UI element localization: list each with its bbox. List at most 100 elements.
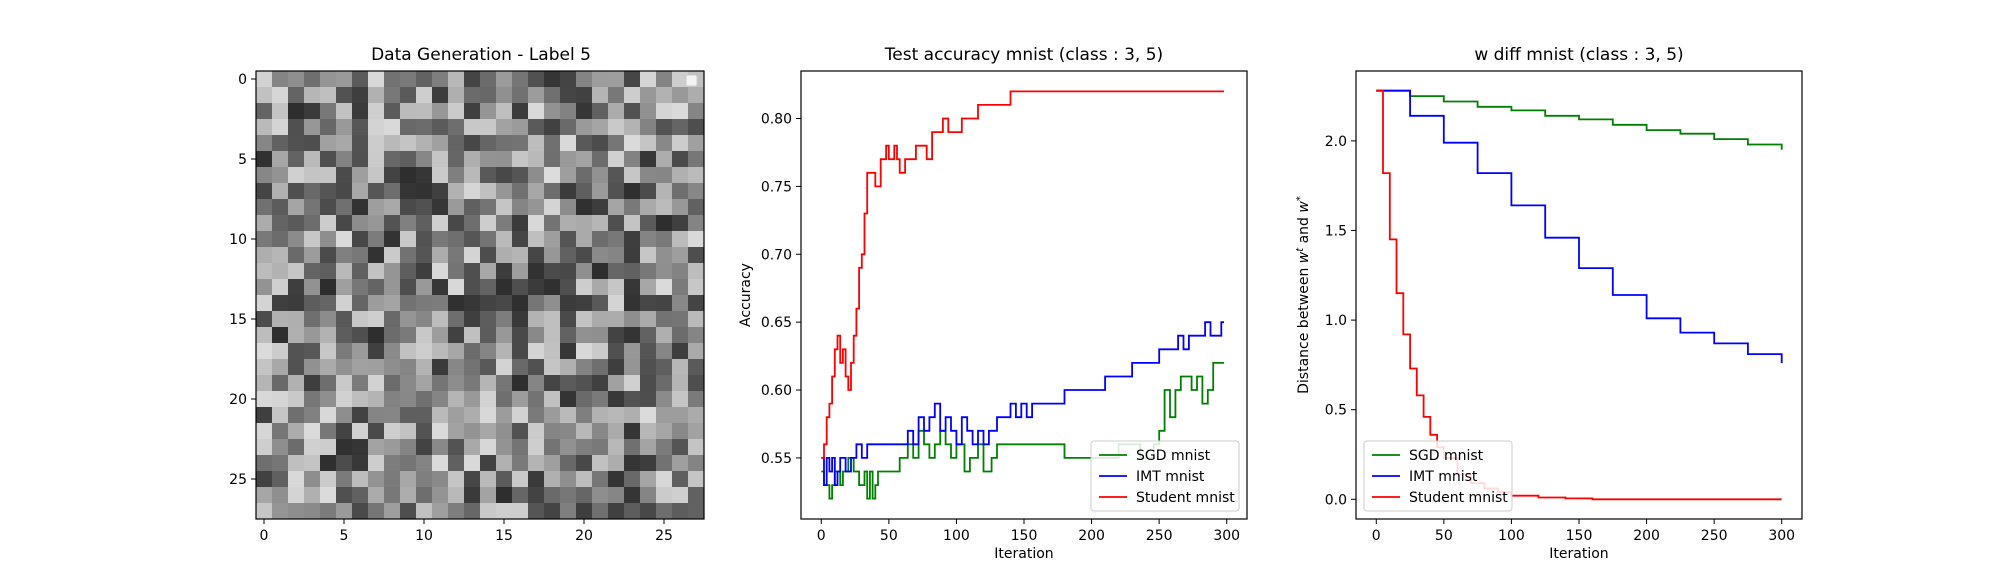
heatmap-cell xyxy=(592,391,609,408)
heatmap-cell xyxy=(352,471,369,488)
heatmap-cell xyxy=(336,375,353,392)
heatmap-cell xyxy=(672,423,689,440)
p2-xtick-label: 300 xyxy=(1213,528,1240,544)
heatmap-cell xyxy=(384,343,401,360)
heatmap-cell xyxy=(352,183,369,200)
heatmap-cell xyxy=(480,327,497,344)
heatmap-cell xyxy=(592,375,609,392)
heatmap-cell xyxy=(288,423,305,440)
heatmap-cell xyxy=(640,503,657,520)
heatmap-cell xyxy=(272,439,289,456)
heatmap-cell xyxy=(544,375,561,392)
heatmap-cell xyxy=(432,455,449,472)
heatmap-cell xyxy=(528,71,545,88)
heatmap-cell xyxy=(496,375,513,392)
heatmap-cell xyxy=(544,359,561,376)
heatmap-cell xyxy=(512,423,529,440)
heatmap-cell xyxy=(288,407,305,424)
heatmap-cell xyxy=(496,455,513,472)
heatmap-cell xyxy=(320,167,337,184)
heatmap-cell xyxy=(384,103,401,120)
heatmap-cell xyxy=(544,135,561,152)
heatmap-cell xyxy=(576,503,593,520)
heatmap-cell xyxy=(288,295,305,312)
heatmap-cell xyxy=(512,471,529,488)
accuracy-title: Test accuracy mnist (class : 3, 5) xyxy=(884,45,1163,65)
heatmap-cell xyxy=(400,359,417,376)
heatmap-cell xyxy=(336,135,353,152)
heatmap-ytick-label: 15 xyxy=(229,312,247,328)
heatmap-cell xyxy=(272,295,289,312)
heatmap-cell xyxy=(272,423,289,440)
accuracy-frame xyxy=(800,70,1248,520)
heatmap-cell xyxy=(352,263,369,280)
heatmap-cell xyxy=(592,71,609,88)
heatmap-cell xyxy=(528,151,545,168)
heatmap-cell xyxy=(560,487,577,504)
heatmap-cell xyxy=(544,199,561,216)
heatmap-cell xyxy=(624,215,641,232)
heatmap-cell xyxy=(352,343,369,360)
heatmap-cell xyxy=(432,151,449,168)
heatmap-cell xyxy=(368,359,385,376)
heatmap-cell xyxy=(624,199,641,216)
heatmap-cell xyxy=(256,103,273,120)
heatmap-cell xyxy=(416,247,433,264)
heatmap-cell xyxy=(256,231,273,248)
heatmap-cell xyxy=(480,167,497,184)
heatmap-cell xyxy=(272,327,289,344)
heatmap-cell xyxy=(368,183,385,200)
heatmap-cell xyxy=(496,423,513,440)
heatmap-cell xyxy=(336,231,353,248)
p3-ytick-label: 0.5 xyxy=(1325,403,1347,419)
heatmap-cell xyxy=(432,391,449,408)
heatmap-cell xyxy=(288,487,305,504)
p3-xtick-label: 100 xyxy=(1498,528,1525,544)
heatmap-cell xyxy=(288,199,305,216)
heatmap-cell xyxy=(400,183,417,200)
heatmap-cell xyxy=(336,295,353,312)
heatmap-cell xyxy=(544,439,561,456)
heatmap-cell xyxy=(640,407,657,424)
heatmap-cell xyxy=(608,231,625,248)
heatmap-cell xyxy=(544,391,561,408)
heatmap-cell xyxy=(592,103,609,120)
heatmap-cell xyxy=(256,407,273,424)
heatmap-cell xyxy=(672,263,689,280)
p3-xtick-label: 0 xyxy=(1372,528,1381,544)
heatmap-cell xyxy=(416,391,433,408)
heatmap-cell xyxy=(256,183,273,200)
heatmap-cell xyxy=(480,279,497,296)
heatmap-cell xyxy=(560,167,577,184)
heatmap-cell xyxy=(624,503,641,520)
heatmap-cell xyxy=(688,311,705,328)
heatmap-cell xyxy=(656,471,673,488)
heatmap-cell xyxy=(352,375,369,392)
heatmap-cell xyxy=(416,471,433,488)
heatmap-cell xyxy=(576,407,593,424)
heatmap-cell xyxy=(688,375,705,392)
heatmap-cell xyxy=(448,183,465,200)
heatmap-cell xyxy=(496,391,513,408)
heatmap-cell xyxy=(416,455,433,472)
heatmap-cell xyxy=(272,215,289,232)
heatmap-cell xyxy=(672,343,689,360)
heatmap-cell xyxy=(432,199,449,216)
heatmap-cell xyxy=(656,167,673,184)
heatmap-cell xyxy=(528,247,545,264)
heatmap-cell xyxy=(304,215,321,232)
heatmap-cell xyxy=(448,471,465,488)
heatmap-cell xyxy=(256,215,273,232)
heatmap-cell xyxy=(464,359,481,376)
heatmap-cell xyxy=(656,311,673,328)
heatmap-cell xyxy=(576,247,593,264)
heatmap-cell xyxy=(256,503,273,520)
heatmap-cell xyxy=(512,103,529,120)
heatmap-cell xyxy=(416,135,433,152)
heatmap-cell xyxy=(400,279,417,296)
heatmap-cell xyxy=(640,71,657,88)
heatmap-cell xyxy=(496,327,513,344)
heatmap-cell xyxy=(576,391,593,408)
heatmap-cell xyxy=(624,455,641,472)
heatmap-cell xyxy=(672,167,689,184)
